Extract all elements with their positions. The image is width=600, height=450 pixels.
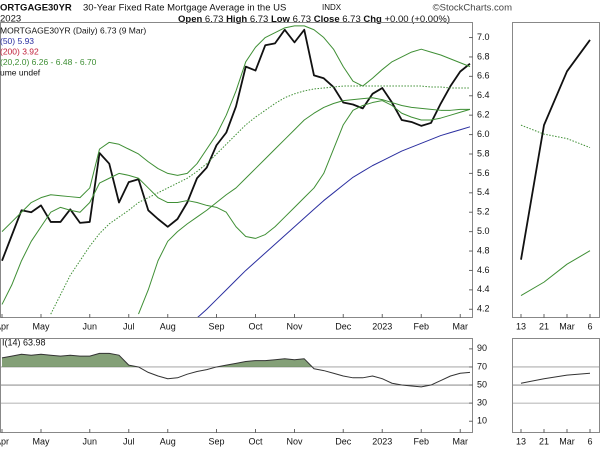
x-tick-label: Jul (123, 321, 135, 331)
legend-entry: (200) 3.92 (0, 46, 39, 56)
y-tick-label: 4.2 (477, 304, 490, 314)
y-tick-label: 6.0 (477, 129, 490, 139)
x-tick-label: Mar (559, 321, 575, 331)
exchange: INDX (322, 3, 342, 12)
y-tick-label: 5.6 (477, 168, 490, 178)
x-tick-label: 2023 (372, 321, 392, 331)
y-tick-label: 5.8 (477, 148, 490, 158)
x-tick-label: Mar (453, 436, 469, 446)
panel-title: I(14) 63.98 (2, 337, 46, 347)
data-line (520, 250, 591, 297)
credit: ©StockCharts.com (433, 3, 512, 14)
x-tick-label: May (32, 436, 50, 446)
quote-label: Open (178, 14, 202, 25)
quote-value: 6.73 (205, 14, 224, 25)
x-tick-label: Dec (335, 321, 352, 331)
quote-label: Close (314, 14, 340, 25)
y-tick-label: 90 (477, 343, 487, 353)
x-tick-label: May (32, 321, 50, 331)
y-tick-label: 10 (477, 416, 487, 426)
x-tick-label: Dec (335, 436, 352, 446)
y-tick-label: 4.6 (477, 265, 490, 275)
x-tick-label: Feb (413, 436, 429, 446)
overbought-area (2, 353, 470, 367)
quote-value: 6.73 (293, 14, 312, 25)
data-line (520, 124, 591, 149)
y-tick-label: 6.8 (477, 51, 490, 61)
x-tick-label: Mar (453, 321, 469, 331)
x-tick-label: 2023 (372, 436, 392, 446)
quote-label: High (226, 14, 247, 25)
y-tick-label: 6.2 (477, 110, 490, 120)
x-tick-label: Feb (413, 321, 429, 331)
y-tick-label: 4.4 (477, 284, 490, 294)
x-tick-label: Apr (0, 321, 9, 331)
x-tick-label: Apr (0, 436, 9, 446)
x-tick-label: Nov (286, 321, 303, 331)
plot-area (512, 366, 600, 404)
y-tick-label: 4.8 (477, 245, 490, 255)
data-line (520, 39, 591, 260)
plot-area (1, 25, 471, 318)
legend-entry: (50) 5.93 (0, 36, 34, 46)
y-tick-label: 5.2 (477, 207, 490, 217)
x-tick-label: Sep (208, 321, 224, 331)
legend-entry: ume undef (0, 67, 41, 77)
quote-label: Low (271, 14, 291, 25)
data-line (138, 97, 470, 315)
x-tick-label: 6 (587, 321, 592, 331)
panel-frame (0, 22, 473, 318)
data-line (196, 126, 471, 318)
panel-frame (512, 338, 600, 433)
x-tick-label: Sep (208, 436, 224, 446)
quote-label: Chg (363, 14, 382, 25)
quote-value: +0.00 (+0.00%) (385, 14, 451, 25)
x-tick-label: Oct (248, 321, 263, 331)
x-tick-label: Aug (160, 436, 176, 446)
y-tick-label: 30 (477, 398, 487, 408)
y-tick-label: 70 (477, 361, 487, 371)
quote-value: 6.73 (342, 14, 361, 25)
x-tick-label: Jul (123, 436, 135, 446)
quote-value: 6.73 (250, 14, 269, 25)
date: 2023 (0, 14, 21, 25)
x-tick-label: Mar (559, 436, 575, 446)
x-tick-label: Jun (82, 321, 97, 331)
plot-area (520, 39, 591, 297)
x-tick-label: 21 (539, 321, 549, 331)
x-tick-label: 13 (516, 436, 526, 446)
x-tick-label: 21 (539, 436, 549, 446)
x-tick-label: Nov (286, 436, 303, 446)
y-tick-label: 7.0 (477, 32, 490, 42)
data-line (1, 100, 471, 305)
y-tick-label: 6.6 (477, 71, 490, 81)
legend-entry: MORTGAGE30YR (Daily) 6.73 (9 Mar) (0, 25, 146, 35)
y-tick-label: 6.4 (477, 90, 490, 100)
data-line (520, 372, 591, 384)
plot-area (0, 352, 473, 404)
x-tick-label: 6 (587, 436, 592, 446)
quote: Open 6.73 High 6.73 Low 6.73 Close 6.73 … (178, 14, 450, 25)
description: 30-Year Fixed Rate Mortgage Average in t… (83, 3, 286, 14)
x-tick-label: Oct (248, 436, 263, 446)
data-line (1, 25, 471, 232)
x-tick-label: 13 (516, 321, 526, 331)
symbol: ORTGAGE30YR (0, 3, 72, 14)
legend-entry: (20,2.0) 6.26 - 6.48 - 6.70 (0, 57, 97, 67)
data-line (1, 352, 471, 388)
x-tick-label: Jun (82, 436, 97, 446)
x-tick-label: Aug (160, 321, 176, 331)
y-tick-label: 50 (477, 379, 487, 389)
y-tick-label: 5.0 (477, 226, 490, 236)
y-tick-label: 5.4 (477, 187, 490, 197)
